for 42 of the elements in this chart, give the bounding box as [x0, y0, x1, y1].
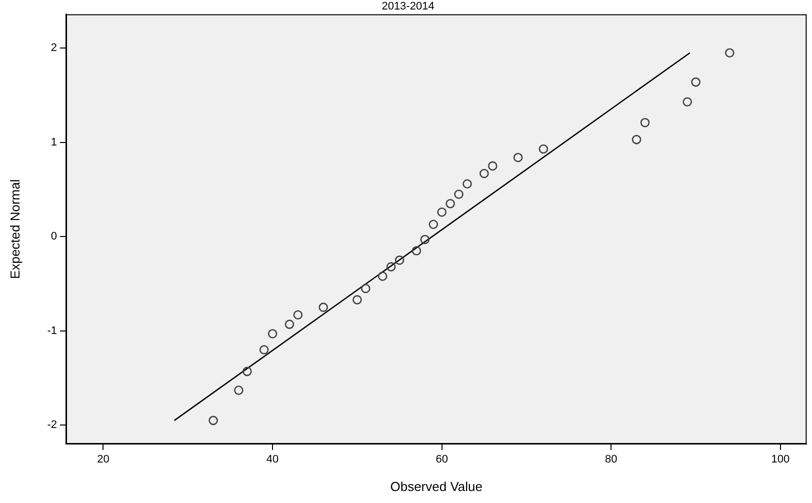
point [394, 256, 404, 265]
point [640, 118, 650, 128]
point [725, 48, 734, 58]
point [480, 168, 489, 178]
y-tick-label: 2 [50, 42, 57, 54]
x-tick-label: 40 [266, 454, 279, 466]
x-tick-label: 60 [436, 454, 448, 466]
point [378, 272, 388, 281]
point [538, 144, 548, 154]
point [632, 134, 642, 144]
point [242, 366, 252, 376]
point [208, 416, 218, 426]
chart-title: 2013-2014 [382, 0, 434, 13]
y-tick-label: -1 [47, 324, 57, 337]
y-axis-title: Expected Normal [7, 179, 22, 279]
point [318, 302, 328, 312]
point [488, 161, 498, 171]
point [691, 77, 700, 87]
x-tick-label: 80 [605, 454, 618, 466]
point [284, 320, 294, 329]
point [412, 246, 422, 256]
x-tick-label: 100 [771, 454, 790, 466]
point [361, 284, 370, 294]
x-tick-label: 20 [97, 454, 110, 466]
y-tick-label: 1 [50, 136, 57, 148]
point [428, 220, 438, 230]
point [259, 345, 269, 354]
point [682, 97, 692, 107]
point [268, 329, 278, 338]
point [437, 207, 447, 217]
y-tick-label: -2 [47, 419, 57, 432]
point [352, 295, 362, 304]
point [234, 386, 244, 395]
point [454, 190, 464, 199]
point [446, 199, 455, 208]
point [386, 262, 396, 272]
x-axis-title: Observed Value [390, 478, 482, 494]
point [462, 179, 472, 189]
point [420, 234, 430, 244]
point [513, 152, 523, 162]
point [293, 310, 303, 320]
y-tick-label: 0 [50, 230, 57, 243]
